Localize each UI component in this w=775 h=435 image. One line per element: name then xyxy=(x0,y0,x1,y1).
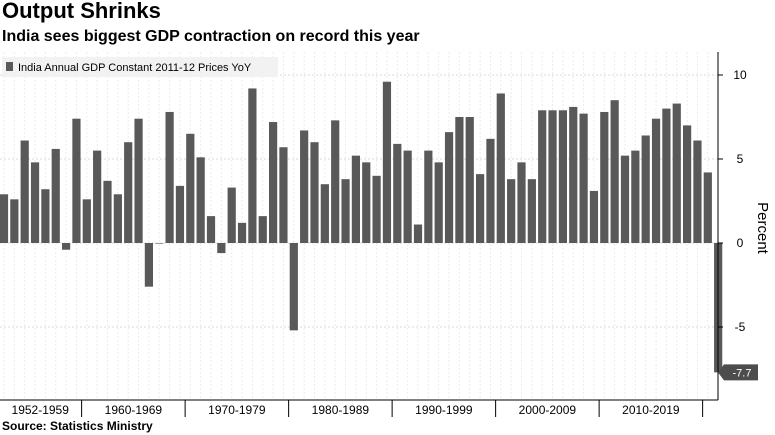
bar xyxy=(51,148,60,243)
bar xyxy=(155,243,164,244)
bar xyxy=(331,120,340,243)
bar xyxy=(134,118,143,243)
bar xyxy=(165,111,174,244)
bar xyxy=(269,122,278,243)
bar xyxy=(620,155,630,243)
bar xyxy=(93,150,102,243)
last-value-label: -7.7 xyxy=(733,367,752,379)
bar xyxy=(351,155,360,243)
bar xyxy=(41,189,50,243)
bar xyxy=(569,106,578,243)
y-tick-label: 0 xyxy=(737,236,744,250)
bar xyxy=(206,216,216,243)
bar xyxy=(444,132,454,243)
bar xyxy=(300,130,309,243)
bar xyxy=(403,150,412,243)
bar xyxy=(496,93,505,243)
x-category-label: 2010-2019 xyxy=(622,403,680,417)
bar xyxy=(538,110,547,243)
bar xyxy=(362,162,371,243)
bar xyxy=(186,133,195,243)
y-tick-label: 5 xyxy=(737,152,744,166)
chart-subtitle: India sees biggest GDP contraction on re… xyxy=(2,28,420,45)
bar xyxy=(144,243,153,287)
x-category-label: 2000-2009 xyxy=(519,403,577,417)
bar xyxy=(258,216,267,243)
bar xyxy=(217,243,226,254)
legend-background xyxy=(2,57,278,77)
bar xyxy=(175,185,185,243)
bar xyxy=(651,118,661,243)
bar xyxy=(124,142,133,243)
bar xyxy=(382,81,392,243)
bar xyxy=(113,194,122,243)
bar xyxy=(341,179,350,243)
bar xyxy=(82,199,91,243)
y-axis-title: Percent xyxy=(754,202,771,255)
x-category-label: 1980-1989 xyxy=(312,403,370,417)
bar xyxy=(641,135,650,243)
bar xyxy=(310,142,319,243)
bar xyxy=(672,103,681,243)
bar xyxy=(455,117,464,243)
bar xyxy=(589,190,599,243)
x-category-label: 1970-1979 xyxy=(208,403,266,417)
x-category-label: 1990-1999 xyxy=(415,403,473,417)
y-tick-label: -5 xyxy=(735,320,746,334)
y-ticks: -5 0 5 10 xyxy=(718,68,747,334)
bar xyxy=(237,222,247,243)
bar xyxy=(683,125,692,243)
last-value-tag-background xyxy=(718,364,758,381)
bar xyxy=(600,111,609,244)
bar xyxy=(320,184,329,243)
bars xyxy=(0,81,723,373)
bar xyxy=(631,150,640,243)
bar xyxy=(279,147,288,243)
bar xyxy=(434,162,443,243)
bar xyxy=(103,180,112,243)
bar xyxy=(424,150,433,243)
bar xyxy=(527,179,536,243)
bar xyxy=(548,110,557,243)
bar xyxy=(196,157,205,243)
bar xyxy=(579,113,588,243)
bar xyxy=(30,162,40,243)
bar xyxy=(20,140,29,243)
bar xyxy=(507,179,516,243)
y-tick-label: 10 xyxy=(733,68,747,82)
bar xyxy=(72,118,81,243)
bar xyxy=(476,174,485,243)
bar xyxy=(62,243,71,250)
bar xyxy=(0,194,9,243)
axes xyxy=(0,52,719,401)
bar xyxy=(610,100,619,243)
bar xyxy=(393,143,402,243)
bar xyxy=(248,88,257,243)
bar xyxy=(372,175,381,243)
bar xyxy=(10,199,19,243)
bar xyxy=(413,224,423,243)
bar xyxy=(517,162,526,243)
source-note: Source: Statistics Ministry xyxy=(2,419,153,433)
bar xyxy=(227,187,236,243)
chart-title: Output Shrinks xyxy=(2,0,161,23)
legend: India Annual GDP Constant 2011-12 Prices… xyxy=(2,57,278,77)
bar xyxy=(662,108,671,243)
last-value-tag: -7.7 xyxy=(718,364,758,381)
bar xyxy=(558,110,567,243)
bar xyxy=(289,243,298,331)
bar xyxy=(703,172,712,243)
x-categories: 1952-1959 1960-1969 1970-1979 1980-1989 1990… xyxy=(12,400,704,417)
legend-label: India Annual GDP Constant 2011-12 Prices… xyxy=(18,62,252,74)
bar xyxy=(693,140,702,243)
x-category-label: 1960-1969 xyxy=(105,403,163,417)
bar xyxy=(486,138,495,243)
legend-swatch xyxy=(6,62,13,71)
x-category-label: 1952-1959 xyxy=(12,403,70,417)
bar xyxy=(465,117,474,243)
